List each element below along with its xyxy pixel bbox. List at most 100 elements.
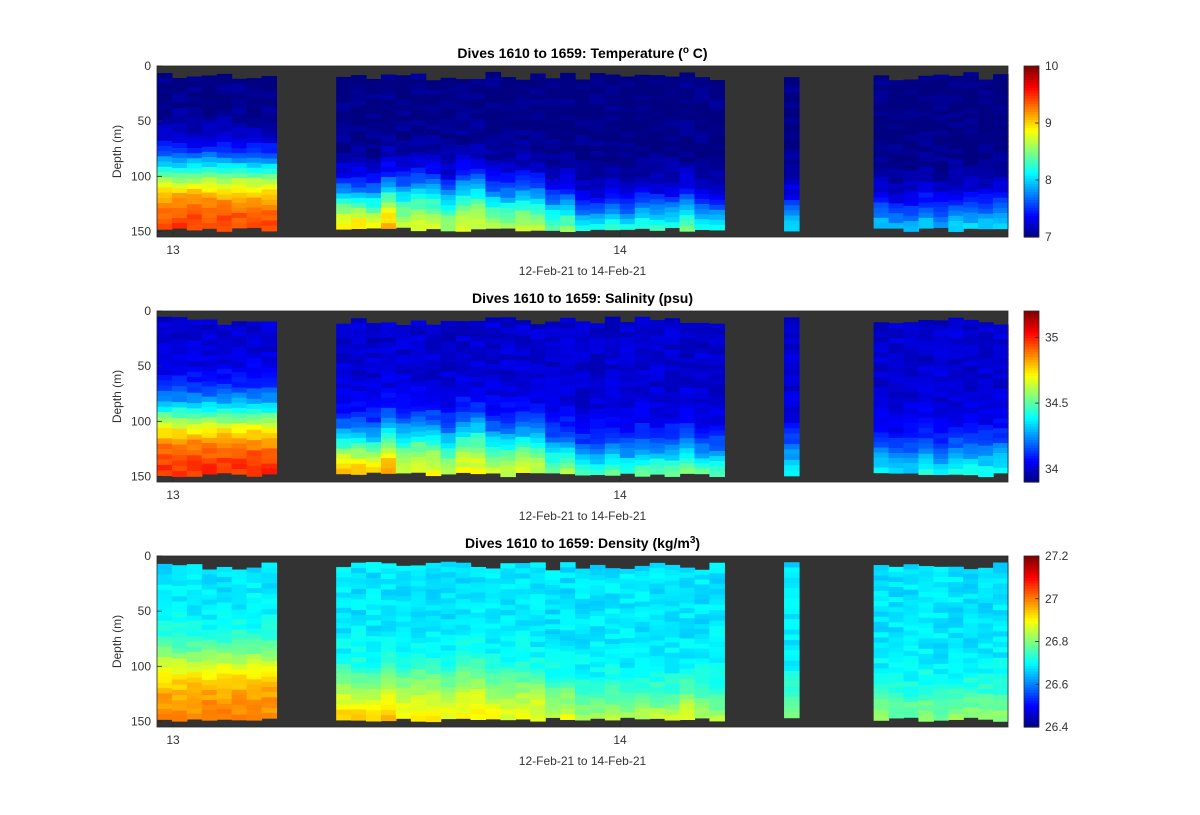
heatmap-cell — [186, 219, 203, 226]
heatmap-cell — [589, 687, 606, 694]
heatmap-cell — [201, 141, 218, 148]
heatmap-cell — [440, 93, 457, 99]
heatmap-cell — [216, 359, 233, 365]
heatmap-cell — [246, 694, 263, 701]
heatmap-cell — [157, 208, 173, 215]
heatmap-cell — [425, 390, 442, 396]
heatmap-cell — [395, 211, 412, 218]
heatmap-cell — [709, 405, 725, 411]
heatmap-cell — [157, 223, 173, 230]
heatmap-cell — [425, 405, 442, 411]
heatmap-cell — [709, 344, 725, 350]
heatmap-cell — [993, 146, 1009, 152]
heatmap-cell — [410, 679, 427, 686]
heatmap-cell — [216, 673, 233, 680]
heatmap-cell — [649, 713, 666, 719]
heatmap-cell — [231, 443, 248, 450]
heatmap-cell — [963, 196, 979, 203]
heatmap-cell — [425, 198, 442, 205]
heatmap-cell — [440, 582, 457, 589]
heatmap-cell — [589, 187, 606, 194]
heatmap-cell — [380, 579, 397, 585]
heatmap-cell — [903, 402, 920, 409]
heatmap-cell — [186, 76, 203, 83]
heatmap-cell — [201, 584, 218, 591]
heatmap-cell — [485, 348, 501, 355]
heatmap-cell — [784, 676, 800, 682]
heatmap-cell — [933, 206, 949, 213]
heatmap-cell — [515, 210, 531, 217]
heatmap-cell — [395, 105, 412, 112]
heatmap-cell — [963, 672, 979, 679]
heatmap-cell — [216, 607, 233, 614]
heatmap-cell — [963, 643, 979, 649]
heatmap-cell — [530, 136, 546, 142]
heatmap-cell — [634, 417, 651, 424]
heatmap-cell — [171, 679, 188, 686]
heatmap-cell — [157, 119, 173, 126]
heatmap-cell — [545, 189, 561, 196]
heatmap-cell — [380, 212, 397, 219]
heatmap-cell — [604, 380, 621, 386]
heatmap-cell — [589, 363, 606, 370]
heatmap-cell — [366, 567, 382, 574]
heatmap-cell — [963, 371, 979, 378]
heatmap-cell — [366, 153, 382, 159]
heatmap-cell — [545, 575, 561, 581]
colorbar-step — [1024, 337, 1039, 341]
heatmap-cell — [978, 188, 994, 195]
heatmap-cell — [589, 646, 606, 653]
heatmap-cell — [619, 193, 636, 200]
heatmap-cell — [948, 571, 964, 578]
heatmap-cell — [604, 327, 621, 334]
heatmap-cell — [455, 386, 472, 393]
heatmap-cell — [903, 712, 920, 718]
heatmap-cell — [366, 108, 382, 115]
heatmap-cell — [380, 626, 397, 633]
heatmap-cell — [619, 86, 636, 93]
heatmap-cell — [784, 154, 800, 160]
heatmap-cell — [604, 126, 621, 133]
heatmap-cell — [918, 222, 934, 229]
heatmap-cell — [216, 398, 233, 405]
heatmap-cell — [873, 367, 890, 373]
heatmap-cell — [366, 217, 382, 224]
heatmap-cell — [216, 173, 233, 180]
heatmap-cell — [664, 349, 681, 356]
heatmap-cell — [694, 342, 710, 349]
heatmap-cell — [336, 648, 352, 655]
heatmap-cell — [694, 209, 710, 215]
heatmap-cell — [575, 568, 591, 575]
heatmap-cell — [261, 331, 278, 338]
heatmap-cell — [649, 183, 666, 190]
heatmap-cell — [261, 392, 278, 399]
heatmap-cell — [709, 149, 725, 156]
heatmap-cell — [679, 120, 696, 126]
heatmap-cell — [589, 104, 606, 111]
heatmap-cell — [918, 167, 934, 173]
heatmap-cell — [545, 678, 561, 684]
heatmap-cell — [351, 359, 367, 366]
heatmap-cell — [694, 388, 710, 394]
heatmap-cell — [784, 370, 800, 377]
heatmap-cell — [709, 420, 725, 427]
heatmap-cell — [604, 385, 621, 392]
heatmap-cell — [918, 106, 934, 112]
heatmap-cell — [485, 688, 501, 695]
heatmap-cell — [918, 96, 934, 102]
heatmap-cell — [261, 640, 278, 647]
colorbar-frame — [1023, 65, 1040, 238]
heatmap-cell — [530, 120, 546, 127]
colorbar-step — [1024, 702, 1039, 707]
heatmap-cell — [216, 663, 233, 670]
heatmap-cell — [231, 412, 248, 419]
heatmap-cell — [649, 656, 666, 662]
heatmap-cell — [171, 364, 188, 371]
heatmap-cell — [978, 618, 994, 624]
heatmap-cell — [634, 322, 651, 329]
heatmap-cell — [604, 628, 621, 635]
heatmap-cell — [231, 659, 248, 666]
heatmap-cell — [216, 443, 233, 449]
heatmap-cell — [410, 570, 427, 577]
heatmap-cell — [888, 453, 905, 459]
